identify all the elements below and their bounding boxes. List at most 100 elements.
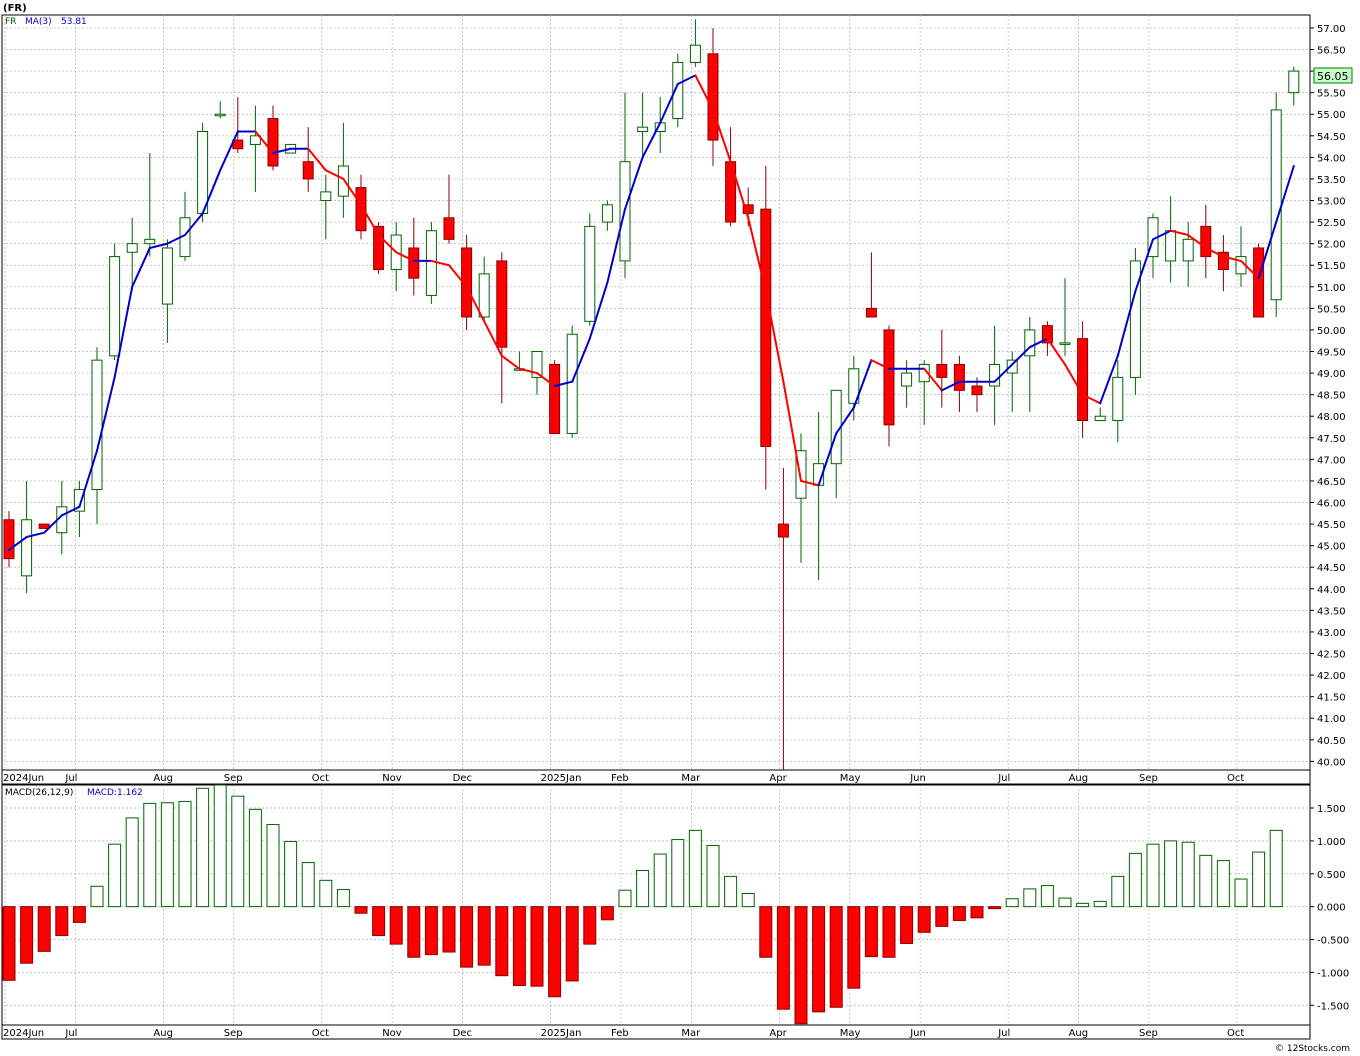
ma-segment — [800, 479, 820, 487]
macd-bar — [565, 906, 579, 982]
macd-month-label: 2025Jan — [541, 1028, 582, 1039]
macd-month-label: 2024Jun — [3, 1028, 44, 1039]
macd-bar — [178, 800, 192, 908]
last-price-label: 56.05 — [1317, 70, 1349, 83]
legend-ma-label: MA(3) — [25, 17, 52, 27]
candle-body — [197, 130, 209, 214]
macd-bar — [372, 906, 386, 937]
candle-body — [795, 450, 807, 499]
macd-month-label: Dec — [453, 1028, 472, 1039]
macd-tick-label: 0.500 — [1317, 870, 1346, 881]
macd-bar — [1128, 852, 1142, 908]
ma-segment — [96, 376, 116, 452]
macd-bar — [724, 875, 738, 908]
legend-symbol: FR — [5, 17, 16, 27]
candle-body — [971, 385, 983, 396]
macd-tick-label: -1.500 — [1317, 1001, 1349, 1012]
price-month-label: Oct — [312, 773, 329, 784]
candle-body — [707, 53, 719, 141]
macd-tick-label: -0.500 — [1317, 936, 1349, 947]
candle-body — [918, 363, 930, 383]
candle-body — [443, 217, 455, 240]
ma-segment — [307, 147, 327, 172]
ma-segment — [747, 216, 767, 293]
price-month-label: Aug — [153, 773, 173, 784]
ma-segment — [360, 203, 380, 237]
macd-bar — [143, 802, 157, 908]
candle-body — [38, 523, 50, 529]
ma-segment — [60, 505, 81, 517]
ma-segment — [993, 363, 1014, 383]
candle-body — [777, 523, 789, 538]
macd-tick-label: 1.500 — [1317, 804, 1346, 815]
ma-segment — [1240, 259, 1260, 280]
price-tick-label: 52.50 — [1317, 218, 1346, 229]
macd-bar — [389, 906, 403, 945]
ma-segment — [113, 285, 134, 379]
price-month-label: Apr — [769, 773, 787, 784]
candle-body — [73, 489, 85, 512]
macd-bar — [1093, 900, 1107, 908]
ma-segment — [923, 367, 943, 392]
macd-bar — [319, 879, 333, 908]
ma-segment — [254, 130, 274, 155]
candle-body — [144, 238, 156, 245]
price-tick-label: 53.00 — [1317, 197, 1346, 208]
macd-bar — [812, 906, 826, 1013]
ma-segment — [166, 234, 186, 245]
macd-bar — [741, 892, 755, 908]
macd-month-label: Apr — [769, 1028, 787, 1039]
ma-segment — [395, 251, 415, 262]
price-tick-label: 41.50 — [1317, 693, 1346, 704]
ma-segment — [25, 531, 46, 539]
candle-body — [936, 363, 948, 378]
macd-bar — [1234, 878, 1248, 908]
macd-bar — [1252, 851, 1266, 908]
ma-segment — [852, 359, 873, 409]
macd-bar — [864, 906, 878, 958]
macd-bar — [847, 906, 861, 989]
macd-bar — [988, 906, 1002, 910]
macd-bar — [196, 787, 210, 908]
ma-segment — [694, 74, 714, 111]
candle-body — [689, 44, 701, 63]
candle-body — [478, 273, 490, 318]
price-tick-label: 54.00 — [1317, 153, 1346, 164]
macd-tick-label: 1.000 — [1317, 837, 1346, 848]
candle-body — [320, 191, 332, 202]
candle-body — [989, 363, 1001, 387]
macd-bar — [477, 906, 491, 966]
candle-body — [742, 204, 754, 214]
price-tick-label: 55.00 — [1317, 110, 1346, 121]
ma-segment — [1204, 246, 1225, 258]
price-month-label: Sep — [1139, 773, 1158, 784]
price-tick-label: 50.00 — [1317, 326, 1346, 337]
macd-bar — [160, 802, 174, 908]
ma-segment — [729, 160, 750, 219]
price-tick-label: 43.50 — [1317, 606, 1346, 617]
ma-segment — [465, 285, 486, 323]
macd-bar — [1146, 843, 1160, 908]
macd-bar — [248, 808, 262, 908]
macd-bar — [671, 839, 685, 908]
price-tick-label: 41.00 — [1317, 714, 1346, 725]
legend-ma-value: 53.81 — [61, 17, 87, 27]
price-tick-label: 50.50 — [1317, 304, 1346, 315]
candle-body — [1182, 238, 1194, 262]
macd-tick-label: 0.000 — [1317, 903, 1346, 914]
candle-body — [408, 247, 420, 279]
price-month-label: Jul — [64, 773, 77, 784]
candle-body — [461, 247, 473, 318]
ma-segment — [1169, 229, 1190, 237]
price-tick-label: 47.50 — [1317, 434, 1346, 445]
macd-bar — [935, 906, 949, 927]
macd-bar — [266, 823, 280, 908]
macd-date-strip — [1, 1024, 1311, 1040]
macd-bar — [1058, 897, 1072, 908]
ma-segment — [377, 234, 398, 254]
candle-body — [126, 243, 138, 253]
price-tick-label: 45.00 — [1317, 542, 1346, 553]
price-tick-label: 56.50 — [1317, 46, 1346, 57]
ma-segment — [606, 208, 626, 284]
candle-body — [953, 363, 965, 391]
